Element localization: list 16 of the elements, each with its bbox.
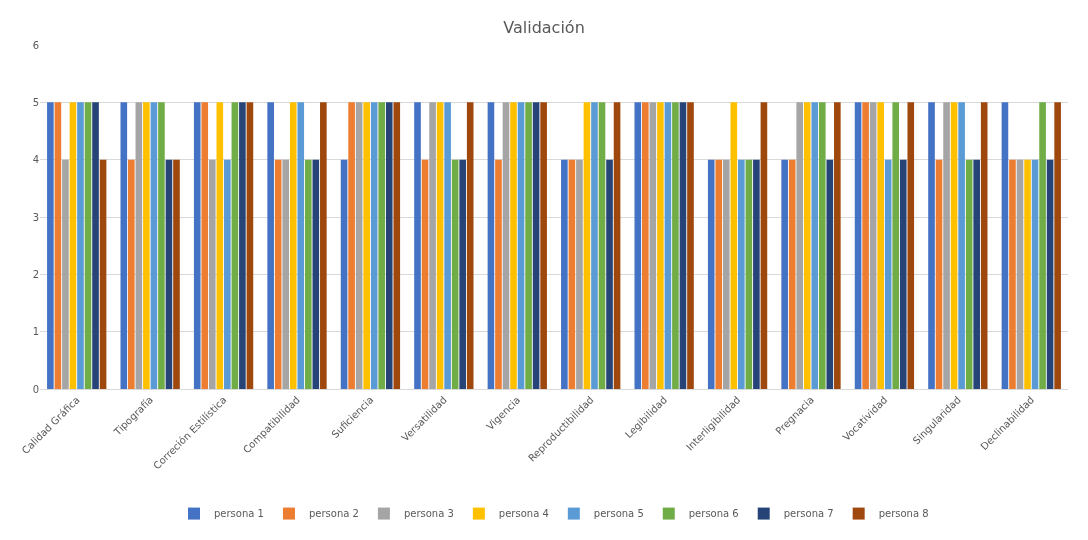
legend-label: persona 2 [308,508,359,520]
legend-label: persona 8 [878,508,929,520]
y-tick-label: 3 [32,211,39,223]
y-tick-label: 4 [32,154,39,166]
y-tick-label: 5 [32,96,39,108]
legend-label: persona 7 [783,508,834,520]
legend-label: persona 3 [403,508,454,520]
y-tick-label: 1 [32,326,39,338]
legend-label: persona 1 [214,508,264,520]
legend-label: persona 6 [688,508,739,520]
y-tick-label: 6 [32,39,39,51]
y-tick-label: 2 [32,268,39,280]
legend-label: persona 5 [593,508,644,520]
y-tick-label: 0 [32,383,39,395]
legend-label: persona 4 [498,508,549,520]
chart-title: Validación [503,17,585,37]
